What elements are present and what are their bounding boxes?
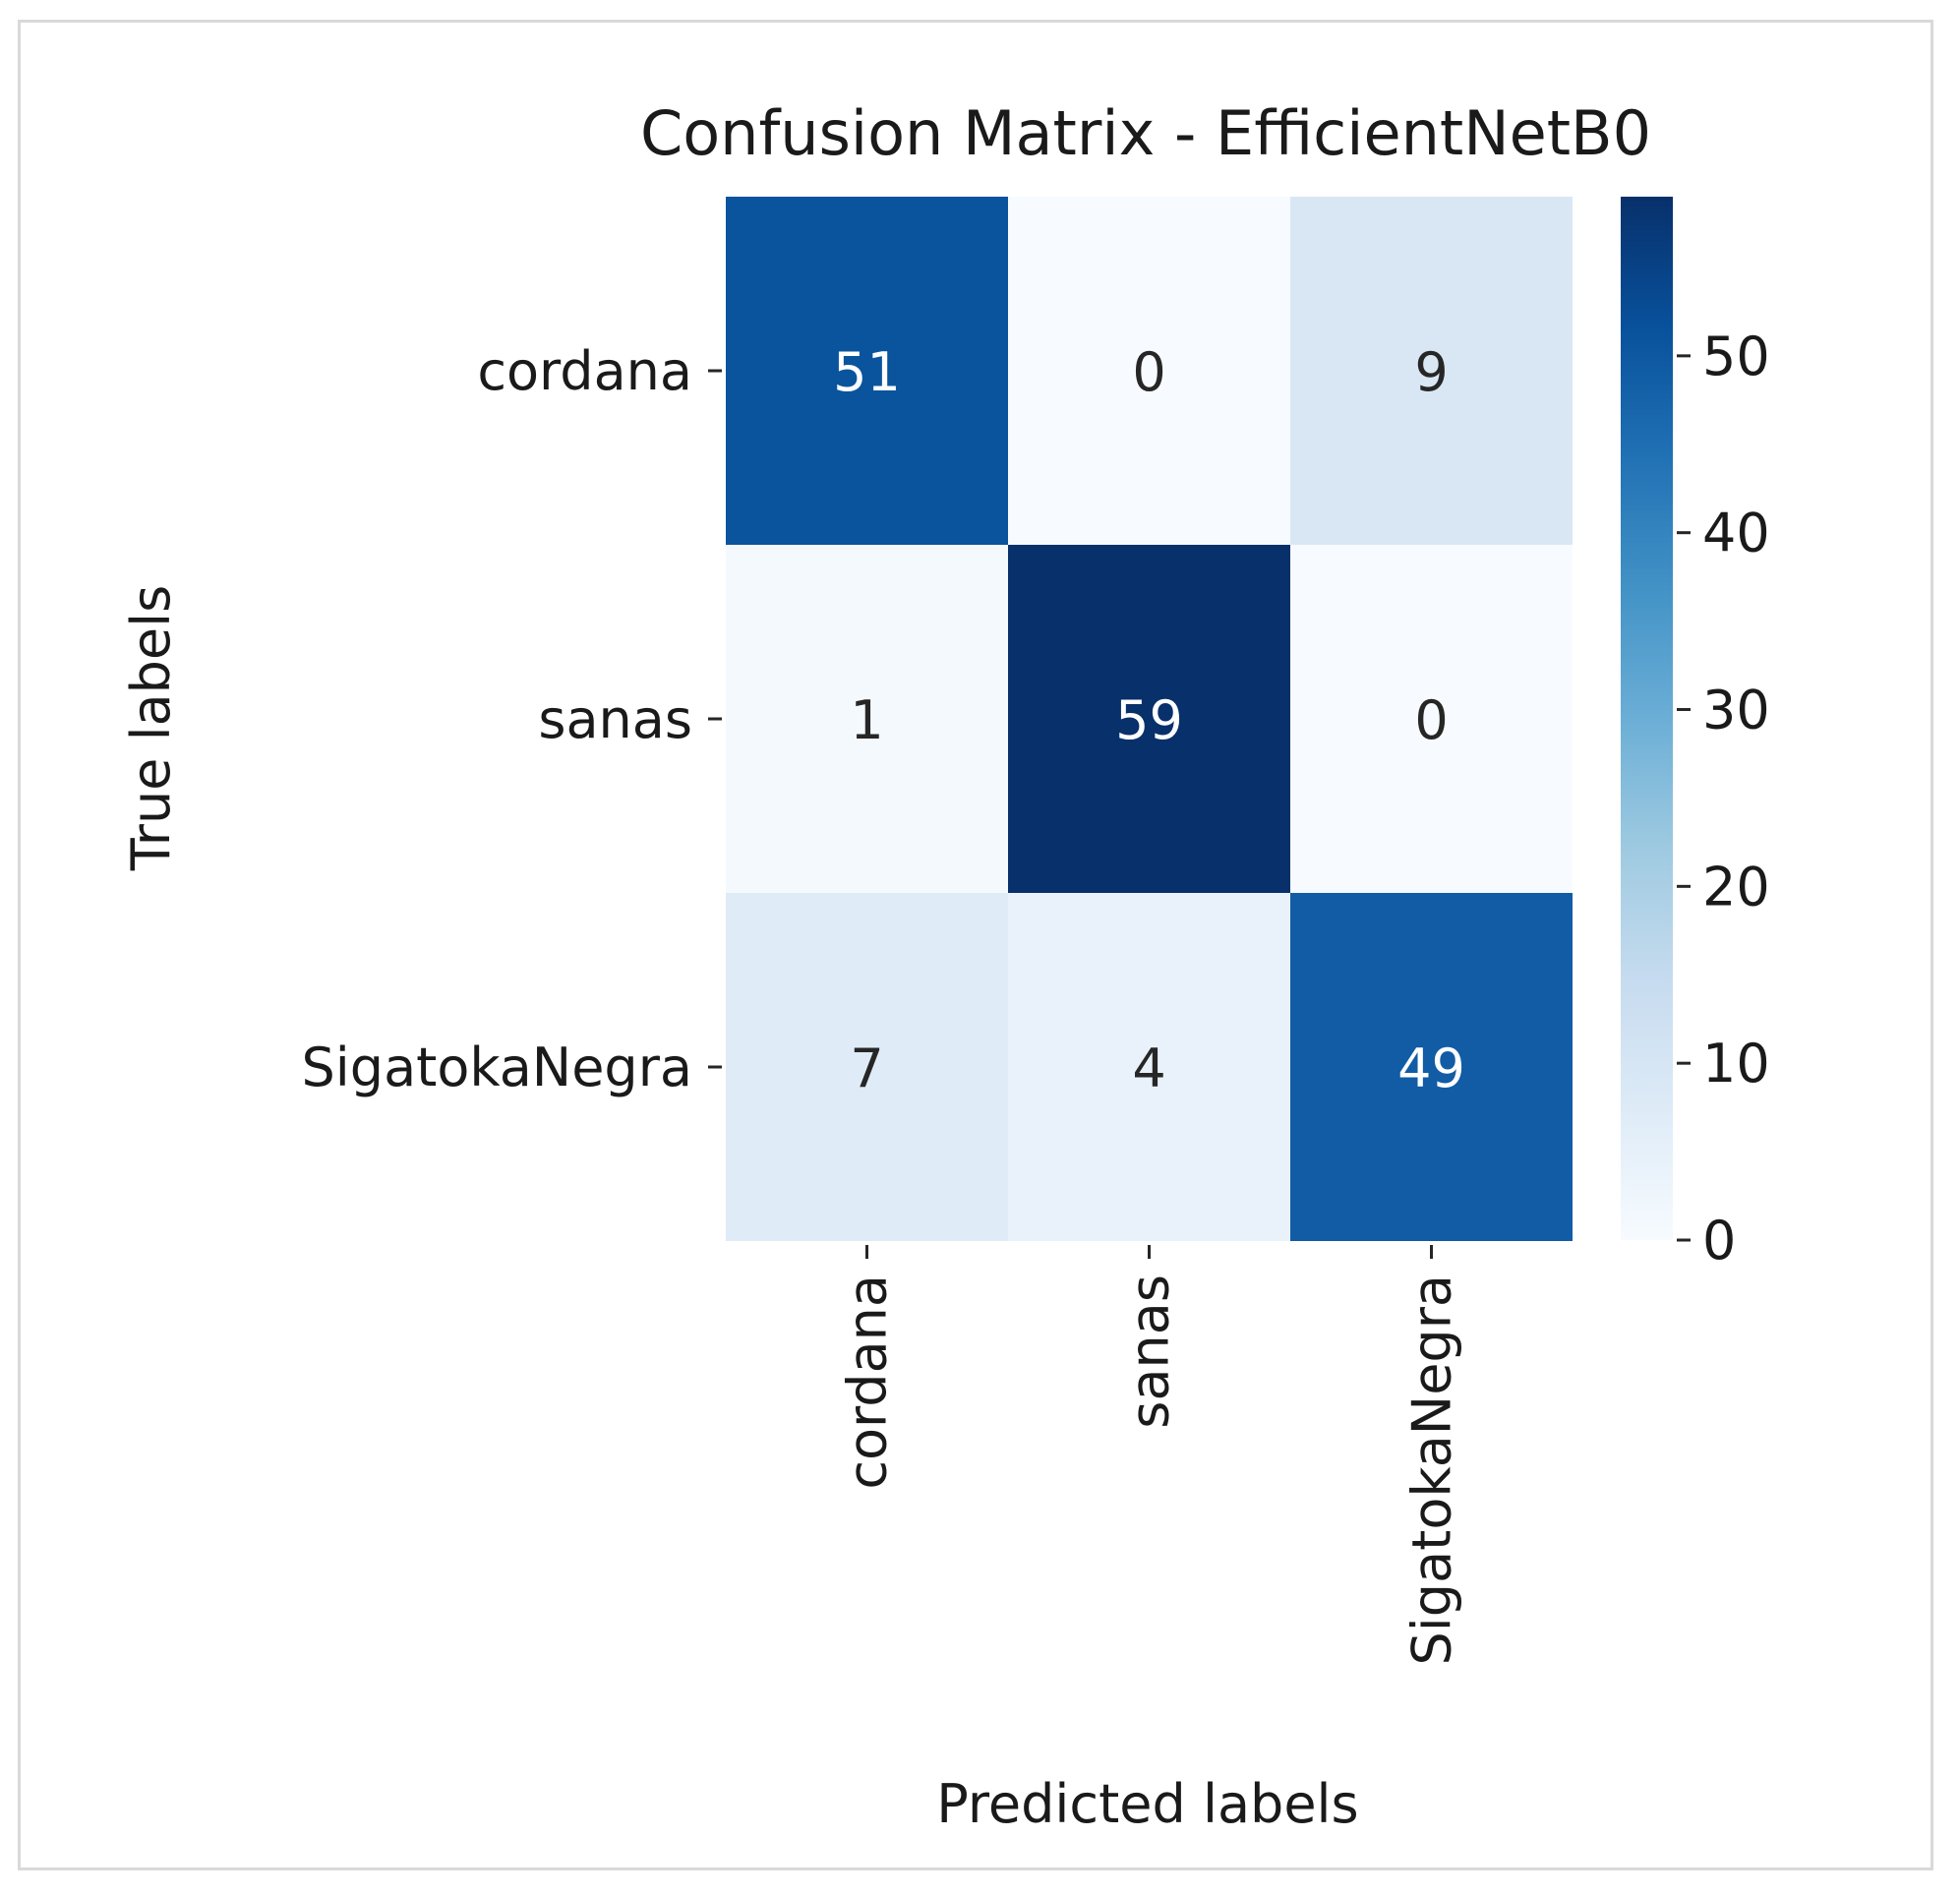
colorbar <box>1621 197 1673 1240</box>
heatmap-cell <box>726 545 1008 893</box>
cell-value-label: 4 <box>1132 1037 1165 1099</box>
cell-value-label: 51 <box>833 341 901 403</box>
cell-value-label: 59 <box>1115 689 1183 751</box>
cell-value-label: 7 <box>850 1037 883 1099</box>
colorbar-tick-label: 20 <box>1702 856 1770 918</box>
x-tick-label: sanas <box>1119 1274 1181 1429</box>
colorbar-tick-label: 10 <box>1702 1033 1770 1095</box>
y-tick-label: cordana <box>477 340 692 402</box>
heatmap-cell <box>1290 893 1573 1241</box>
x-axis-ticks: cordana sanas SigatokaNegra <box>837 1245 1463 1665</box>
cell-value-label: 9 <box>1414 341 1448 403</box>
heatmap-cell <box>1290 545 1573 893</box>
x-tick-label: cordana <box>837 1274 899 1490</box>
heatmap-cell <box>1008 545 1290 893</box>
cell-value-label: 0 <box>1132 341 1165 403</box>
heatmap-cell <box>726 893 1008 1241</box>
x-axis-label: Predicted labels <box>936 1773 1358 1835</box>
colorbar-ticks: 0 10 20 30 40 50 <box>1677 326 1770 1272</box>
cell-value-label: 49 <box>1397 1037 1465 1099</box>
heatmap-cell <box>726 197 1008 545</box>
heatmap-cell <box>1008 893 1290 1241</box>
colorbar-tick-label: 30 <box>1702 680 1770 741</box>
y-axis-label: True labels <box>120 585 182 872</box>
x-tick-label: SigatokaNegra <box>1401 1274 1463 1665</box>
heatmap-cell <box>1008 197 1290 545</box>
y-tick-label: SigatokaNegra <box>302 1037 692 1098</box>
y-axis-ticks: cordana sanas SigatokaNegra <box>302 340 722 1098</box>
heatmap-annotations: 51 0 9 1 59 0 7 4 49 <box>833 341 1465 1099</box>
colorbar-tick-label: 50 <box>1702 326 1770 387</box>
cell-value-label: 0 <box>1414 689 1448 751</box>
chart-title: Confusion Matrix - EfficientNetB0 <box>640 97 1651 169</box>
heatmap-cell <box>1290 197 1573 545</box>
y-tick-label: sanas <box>538 688 692 750</box>
colorbar-tick-label: 0 <box>1702 1210 1736 1272</box>
colorbar-tick-label: 40 <box>1702 503 1770 564</box>
heatmap-cells <box>726 197 1573 1241</box>
cell-value-label: 1 <box>850 689 883 751</box>
